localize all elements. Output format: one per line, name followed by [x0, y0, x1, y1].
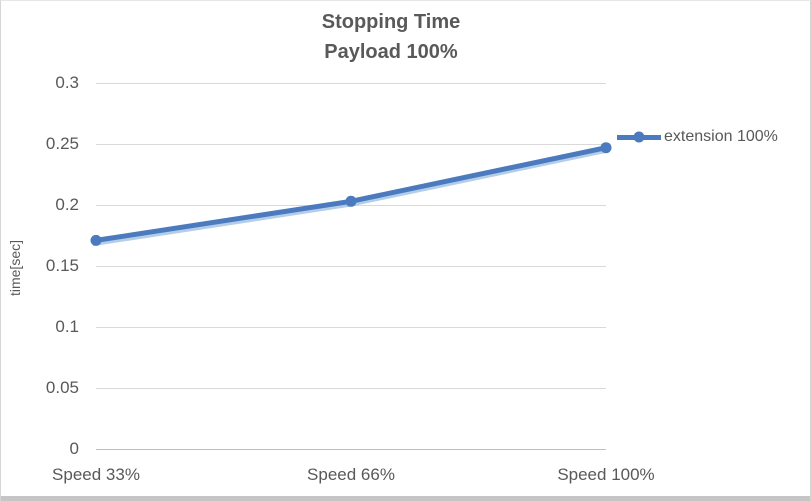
series-line — [93, 145, 609, 243]
x-axis-line — [96, 449, 606, 450]
x-category-label: Speed 100% — [557, 465, 655, 484]
y-tick-label: 0.3 — [55, 73, 79, 92]
chart-title-line2: Payload 100% — [324, 41, 458, 63]
legend-label: extension 100% — [664, 128, 778, 145]
plot-area — [90, 83, 612, 450]
y-tick-label: 0.25 — [45, 134, 79, 153]
chart-title: Stopping Time Payload 100% — [1, 7, 781, 67]
gridline — [96, 83, 606, 84]
gridline — [96, 327, 606, 328]
data-point-marker — [600, 142, 612, 154]
y-tick-label: 0 — [69, 439, 79, 458]
y-tick-label: 0.15 — [45, 256, 79, 275]
bottom-edge-strip — [1, 496, 810, 501]
x-category-label: Speed 33% — [52, 465, 140, 484]
legend: extension 100% — [617, 128, 778, 146]
legend-line-marker-icon — [617, 131, 661, 143]
chart-title-line1: Stopping Time — [321, 11, 461, 33]
gridline — [96, 388, 606, 389]
gridline — [96, 144, 606, 145]
data-point-marker — [90, 234, 102, 246]
y-tick-label: 0.1 — [55, 317, 79, 336]
y-tick-label: 0.2 — [55, 195, 79, 214]
data-point-marker — [345, 195, 357, 207]
y-tick-label: 0.05 — [45, 378, 79, 397]
gridline — [96, 266, 606, 267]
x-category-label: Speed 66% — [307, 465, 395, 484]
series-layer — [90, 142, 612, 246]
